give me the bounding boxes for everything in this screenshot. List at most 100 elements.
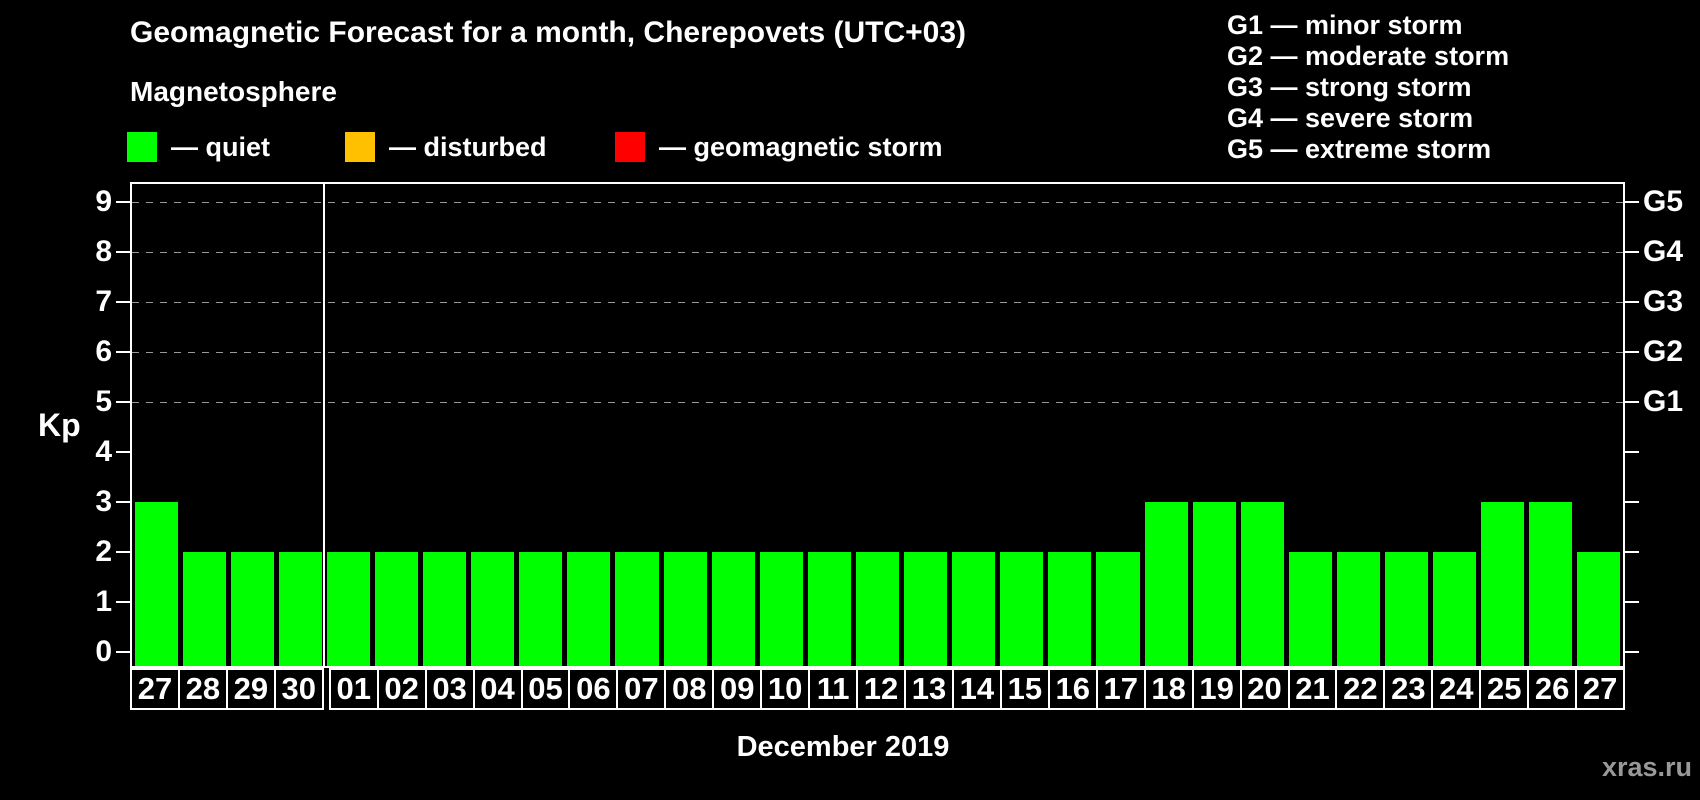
kp-bar-02 [374, 552, 419, 666]
right-tick-kp9 [1625, 201, 1639, 203]
left-tick-kp3 [116, 501, 130, 503]
day-label-24: 24 [1431, 668, 1482, 710]
kp-bar-18 [1144, 502, 1188, 666]
kp-bar-07 [615, 552, 659, 666]
right-tick-kp1 [1625, 601, 1639, 603]
y-tick-label-6: 6 [95, 335, 112, 368]
day-label-03: 03 [424, 668, 475, 710]
day-label-27: 27 [130, 668, 180, 710]
day-label-10: 10 [760, 668, 811, 710]
left-tick-kp4 [116, 451, 130, 453]
magnetosphere-label: Magnetosphere [130, 76, 337, 107]
gridline-kp6 [132, 352, 1623, 353]
kp-bar-09 [711, 552, 755, 666]
day-label-18: 18 [1143, 668, 1194, 710]
storm-scale-g1: G1 — minor storm [1227, 10, 1463, 40]
day-label-01: 01 [328, 668, 379, 710]
disturbed-swatch-icon [345, 132, 375, 162]
day-label-13: 13 [904, 668, 954, 710]
storm-scale-legend: G1 — minor storm G2 — moderate storm G3 … [1227, 10, 1509, 165]
day-label-04: 04 [472, 668, 523, 710]
legend-item-quiet: — quiet [127, 130, 270, 164]
storm-scale-g2: G2 — moderate storm [1227, 41, 1510, 71]
kp-bar-27 [1577, 552, 1621, 666]
kp-bar-13 [904, 552, 948, 666]
legend-item-disturbed: — disturbed [345, 130, 547, 164]
right-tick-kp7 [1625, 301, 1639, 303]
right-tick-kp5 [1625, 401, 1639, 403]
storm-swatch-icon [615, 132, 645, 162]
kp-bar-05 [519, 552, 563, 666]
x-axis-title: December 2019 [736, 731, 950, 763]
day-label-28: 28 [177, 668, 228, 710]
kp-bar-10 [759, 552, 803, 666]
y-tick-label-9: 9 [95, 185, 112, 218]
day-label-21: 21 [1287, 668, 1338, 710]
day-label-26: 26 [1527, 668, 1578, 710]
day-label-23: 23 [1383, 668, 1434, 710]
storm-scale-g3: G3 — strong storm [1227, 72, 1472, 102]
kp-bar-28 [182, 552, 226, 666]
legend-item-storm: — geomagnetic storm [615, 130, 943, 164]
day-label-27: 27 [1575, 668, 1626, 710]
kp-bar-14 [952, 552, 996, 666]
y-tick-label-0: 0 [95, 635, 112, 668]
right-axis-label-g2: G2 [1643, 335, 1684, 368]
y-axis-title: Kp [38, 407, 81, 443]
y-tick-label-1: 1 [95, 585, 112, 618]
storm-scale-g4: G4 — severe storm [1227, 103, 1474, 133]
y-tick-label-3: 3 [95, 485, 112, 518]
left-tick-kp7 [116, 301, 130, 303]
left-tick-kp1 [116, 601, 130, 603]
kp-bar-11 [807, 552, 851, 666]
kp-bar-12 [855, 552, 900, 666]
left-tick-kp0 [116, 651, 130, 653]
watermark: xras.ru [1601, 752, 1692, 782]
right-tick-kp2 [1625, 551, 1639, 553]
kp-bar-30 [278, 552, 322, 666]
kp-bar-08 [663, 552, 707, 666]
kp-bar-23 [1385, 552, 1429, 666]
gridline-kp5 [132, 402, 1623, 403]
kp-bar-03 [423, 552, 467, 666]
left-tick-kp9 [116, 201, 130, 203]
gridline-kp7 [132, 302, 1623, 303]
right-tick-kp6 [1625, 351, 1639, 353]
kp-bar-26 [1529, 502, 1573, 666]
day-label-12: 12 [856, 668, 906, 710]
left-tick-kp2 [116, 551, 130, 553]
left-tick-kp5 [116, 401, 130, 403]
y-tick-label-2: 2 [95, 535, 112, 568]
plot-area [116, 182, 1639, 668]
kp-bar-29 [230, 552, 274, 666]
day-label-06: 06 [568, 668, 619, 710]
right-tick-kp3 [1625, 501, 1639, 503]
right-axis-label-g3: G3 [1643, 285, 1684, 318]
right-tick-kp8 [1625, 251, 1639, 253]
storm-scale-g5: G5 — extreme storm [1227, 134, 1492, 164]
day-label-07: 07 [616, 668, 667, 710]
chart-title: Geomagnetic Forecast for a month, Cherep… [130, 16, 967, 49]
legend-label: — quiet [171, 131, 270, 162]
day-label-08: 08 [664, 668, 715, 710]
kp-bar-22 [1336, 552, 1380, 666]
x-axis-day-labels: 27 28 29 30 01 02 03 04 05 06 07 08 09 10 11 12 13 14 15 16… [130, 668, 1626, 710]
y-tick-label-7: 7 [95, 285, 112, 318]
legend-label: — geomagnetic storm [659, 131, 943, 162]
y-tick-label-4: 4 [95, 435, 112, 468]
kp-bar-17 [1096, 552, 1140, 666]
y-tick-label-8: 8 [95, 235, 112, 268]
day-label-09: 09 [712, 668, 763, 710]
left-tick-kp8 [116, 251, 130, 253]
day-label-19: 19 [1191, 668, 1242, 710]
month-divider-line [323, 184, 326, 666]
kp-bar-20 [1240, 502, 1284, 666]
kp-bar-24 [1433, 552, 1477, 666]
day-label-17: 17 [1095, 668, 1146, 710]
kp-bar-25 [1481, 502, 1525, 666]
day-label-02: 02 [376, 668, 427, 710]
kp-bar-06 [567, 552, 611, 666]
gridline-kp8 [132, 252, 1623, 253]
kp-bar-27 [134, 502, 178, 666]
